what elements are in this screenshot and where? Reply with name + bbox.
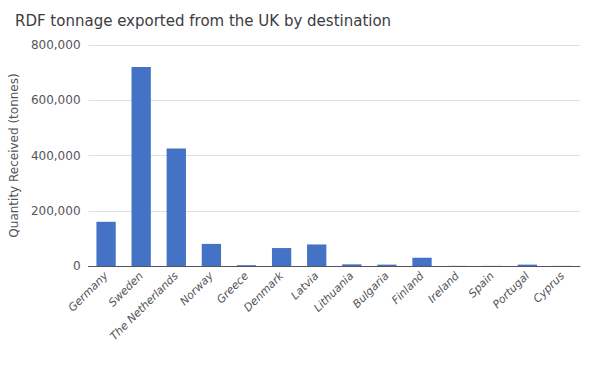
svg-text:Quantity Received (tonnes): Quantity Received (tonnes) [7, 73, 21, 237]
svg-text:Norway: Norway [177, 269, 216, 308]
svg-text:RDF tonnage exported from the: RDF tonnage exported from the UK by dest… [15, 12, 391, 30]
svg-text:Cyprus: Cyprus [531, 269, 568, 306]
svg-text:400,000: 400,000 [31, 149, 81, 163]
svg-text:600,000: 600,000 [31, 93, 81, 107]
svg-text:Ireland: Ireland [425, 269, 462, 306]
svg-text:800,000: 800,000 [31, 38, 81, 52]
svg-text:Sweden: Sweden [105, 269, 146, 310]
svg-text:The Netherlands: The Netherlands [107, 269, 181, 343]
svg-text:Spain: Spain [466, 269, 497, 300]
svg-text:Latvia: Latvia [288, 269, 321, 302]
svg-text:Finland: Finland [389, 269, 427, 307]
svg-text:Denmark: Denmark [241, 269, 286, 314]
svg-text:Greece: Greece [214, 269, 252, 307]
svg-text:Portugal: Portugal [490, 269, 532, 311]
svg-text:Germany: Germany [66, 269, 111, 314]
svg-text:0: 0 [73, 259, 81, 273]
svg-text:200,000: 200,000 [31, 204, 81, 218]
svg-text:Bulgaria: Bulgaria [350, 269, 391, 310]
svg-text:Lithuania: Lithuania [311, 269, 356, 314]
